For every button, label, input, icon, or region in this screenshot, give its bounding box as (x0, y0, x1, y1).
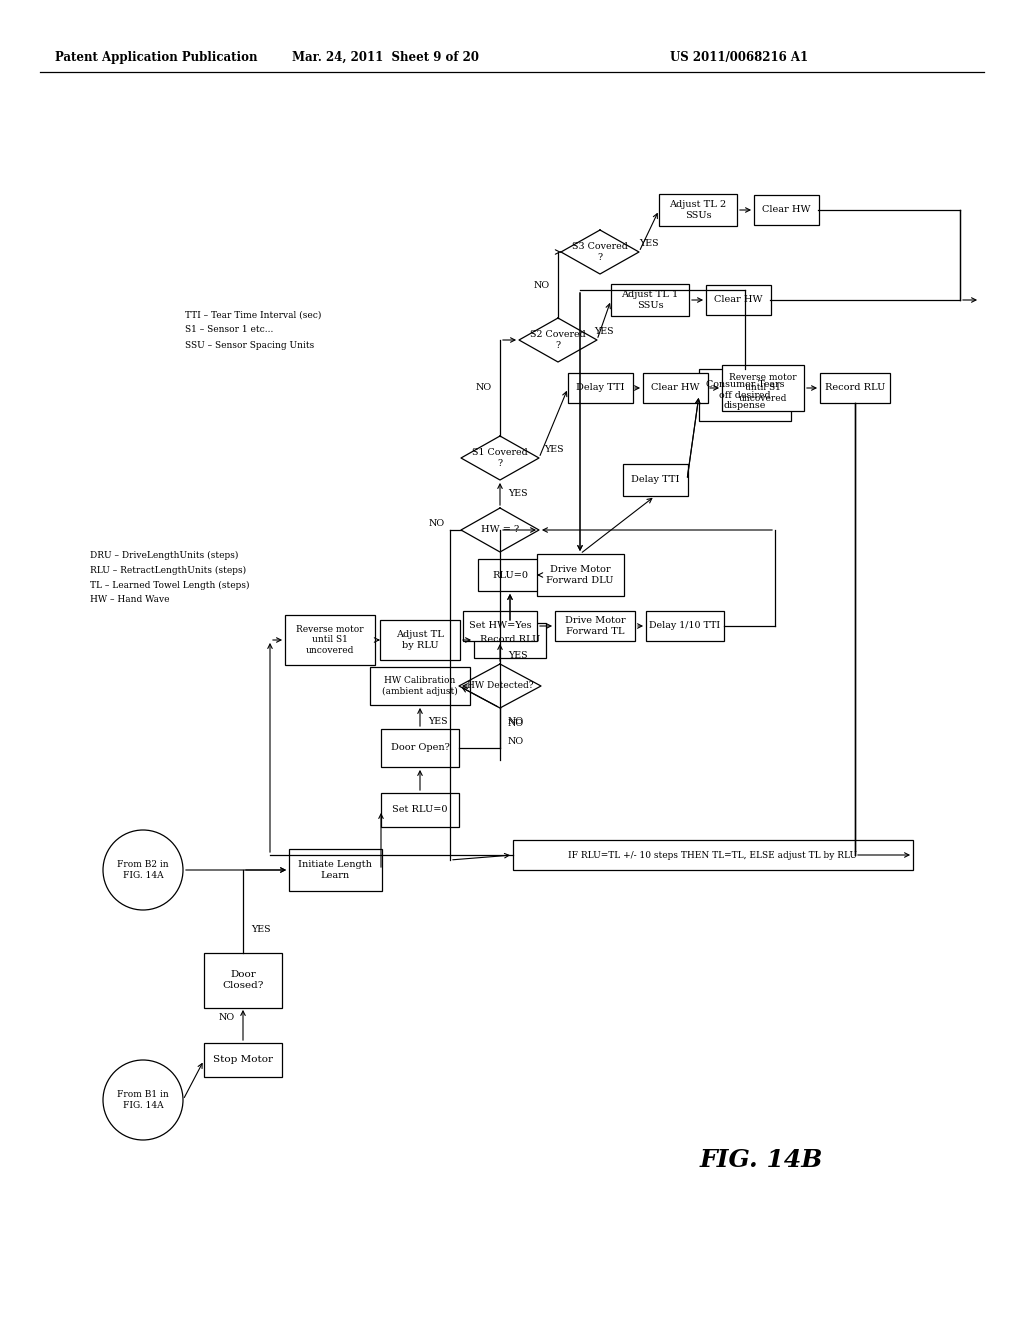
Text: Consumer Tears
off desired
dispense: Consumer Tears off desired dispense (706, 380, 784, 411)
Text: RLU=0: RLU=0 (492, 570, 528, 579)
FancyBboxPatch shape (477, 558, 543, 591)
FancyBboxPatch shape (380, 620, 460, 660)
FancyBboxPatch shape (289, 849, 382, 891)
Circle shape (103, 1060, 183, 1140)
Circle shape (103, 830, 183, 909)
Polygon shape (561, 230, 639, 275)
Text: YES: YES (251, 925, 270, 935)
Text: From B2 in
FIG. 14A: From B2 in FIG. 14A (117, 861, 169, 879)
FancyBboxPatch shape (555, 611, 635, 642)
Text: Reverse motor
until S1
uncovered: Reverse motor until S1 uncovered (729, 374, 797, 403)
Text: S1 Covered
?: S1 Covered ? (472, 449, 528, 467)
Text: YES: YES (508, 652, 527, 660)
Text: HW Calibration
(ambient adjust): HW Calibration (ambient adjust) (382, 676, 458, 696)
Text: Adjust TL 1
SSUs: Adjust TL 1 SSUs (622, 290, 679, 310)
Text: NO: NO (476, 384, 492, 392)
FancyBboxPatch shape (611, 284, 689, 315)
Text: YES: YES (544, 446, 563, 454)
FancyBboxPatch shape (381, 793, 459, 828)
FancyBboxPatch shape (567, 374, 633, 403)
Text: IF RLU=TL +/- 10 steps THEN TL=TL, ELSE adjust TL by RLU: IF RLU=TL +/- 10 steps THEN TL=TL, ELSE … (568, 850, 857, 859)
FancyBboxPatch shape (646, 611, 724, 642)
Text: Set RLU=0: Set RLU=0 (392, 805, 447, 814)
Text: Delay 1/10 TTI: Delay 1/10 TTI (649, 622, 721, 631)
Text: Initiate Length
Learn: Initiate Length Learn (298, 861, 372, 879)
FancyBboxPatch shape (285, 615, 375, 665)
Text: HW = ?: HW = ? (481, 525, 519, 535)
Text: SSU – Sensor Spacing Units: SSU – Sensor Spacing Units (185, 341, 314, 350)
FancyBboxPatch shape (699, 370, 791, 421)
Text: NO: NO (534, 281, 550, 289)
FancyBboxPatch shape (722, 366, 804, 411)
FancyBboxPatch shape (820, 374, 890, 403)
FancyBboxPatch shape (659, 194, 737, 226)
Text: NO: NO (508, 719, 524, 729)
Text: NO: NO (429, 519, 445, 528)
Text: Reverse motor
until S1
uncovered: Reverse motor until S1 uncovered (296, 626, 364, 655)
Text: Adjust TL 2
SSUs: Adjust TL 2 SSUs (670, 201, 727, 219)
Text: Clear HW: Clear HW (714, 296, 762, 305)
Text: Clear HW: Clear HW (762, 206, 810, 214)
Polygon shape (461, 436, 539, 480)
Text: YES: YES (639, 239, 658, 248)
FancyBboxPatch shape (204, 1043, 282, 1077)
Text: DRU – DriveLengthUnits (steps): DRU – DriveLengthUnits (steps) (90, 550, 239, 560)
Text: Set HW=Yes: Set HW=Yes (469, 622, 531, 631)
Text: Adjust TL
by RLU: Adjust TL by RLU (396, 630, 444, 649)
FancyBboxPatch shape (706, 285, 770, 315)
Text: Clear HW: Clear HW (650, 384, 699, 392)
Text: YES: YES (594, 327, 613, 337)
FancyBboxPatch shape (537, 554, 624, 597)
Text: Door Open?: Door Open? (390, 743, 450, 752)
Text: RLU – RetractLengthUnits (steps): RLU – RetractLengthUnits (steps) (90, 565, 246, 574)
Text: TTI – Tear Time Interval (sec): TTI – Tear Time Interval (sec) (185, 310, 322, 319)
Polygon shape (459, 664, 541, 708)
Text: S1 – Sensor 1 etc...: S1 – Sensor 1 etc... (185, 326, 273, 334)
Text: FIG. 14B: FIG. 14B (700, 1148, 823, 1172)
Text: Record RLU: Record RLU (824, 384, 885, 392)
Text: HW Detected?: HW Detected? (467, 681, 534, 690)
FancyBboxPatch shape (463, 611, 537, 642)
Text: Drive Motor
Forward DLU: Drive Motor Forward DLU (546, 565, 613, 585)
Text: From B1 in
FIG. 14A: From B1 in FIG. 14A (117, 1090, 169, 1110)
Text: S3 Covered
?: S3 Covered ? (572, 243, 628, 261)
Text: YES: YES (428, 718, 447, 726)
FancyBboxPatch shape (204, 953, 282, 1007)
Text: S2 Covered
?: S2 Covered ? (530, 330, 586, 350)
FancyBboxPatch shape (642, 374, 708, 403)
Text: TL – Learned Towel Length (steps): TL – Learned Towel Length (steps) (90, 581, 250, 590)
FancyBboxPatch shape (623, 465, 687, 496)
Polygon shape (461, 508, 539, 552)
Text: Delay TTI: Delay TTI (631, 475, 679, 484)
Text: Stop Motor: Stop Motor (213, 1056, 273, 1064)
FancyBboxPatch shape (513, 840, 913, 870)
Polygon shape (519, 318, 597, 362)
FancyBboxPatch shape (754, 195, 818, 224)
Text: Drive Motor
Forward TL: Drive Motor Forward TL (564, 616, 626, 636)
Text: Delay TTI: Delay TTI (575, 384, 625, 392)
Text: NO: NO (219, 1014, 234, 1023)
Text: YES: YES (508, 490, 527, 499)
Text: HW – Hand Wave: HW – Hand Wave (90, 595, 170, 605)
Text: US 2011/0068216 A1: US 2011/0068216 A1 (670, 50, 808, 63)
Text: Mar. 24, 2011  Sheet 9 of 20: Mar. 24, 2011 Sheet 9 of 20 (292, 50, 478, 63)
Text: NO: NO (508, 717, 524, 726)
Text: Door
Closed?: Door Closed? (222, 970, 264, 990)
FancyBboxPatch shape (381, 729, 459, 767)
Text: Patent Application Publication: Patent Application Publication (55, 50, 257, 63)
FancyBboxPatch shape (370, 667, 470, 705)
FancyBboxPatch shape (474, 623, 546, 657)
Text: Record RLU: Record RLU (480, 635, 541, 644)
Text: NO: NO (508, 737, 524, 746)
